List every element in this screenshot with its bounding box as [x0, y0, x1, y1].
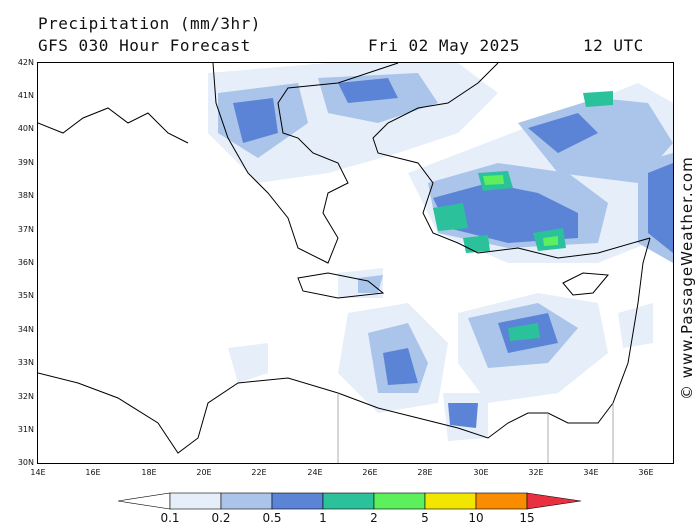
- lon-label: 14E: [30, 468, 46, 477]
- legend-swatch: [373, 492, 426, 510]
- forecast-date: Fri 02 May 2025: [368, 36, 520, 55]
- coastlines: [38, 63, 651, 454]
- legend-label: 0.5: [262, 511, 282, 525]
- lon-label: 34E: [583, 468, 599, 477]
- lon-label: 18E: [141, 468, 157, 477]
- site-credit: © www.PassageWeather.com: [678, 156, 696, 400]
- precipitation-map: [37, 62, 674, 464]
- legend-swatch: [220, 492, 273, 510]
- lat-label: 41N: [17, 91, 34, 100]
- lat-label: 38N: [17, 191, 34, 200]
- lon-label: 16E: [85, 468, 101, 477]
- legend-swatch: [271, 492, 324, 510]
- legend-swatch: [475, 492, 528, 510]
- lon-label: 32E: [528, 468, 544, 477]
- legend-arrow-high: [526, 492, 582, 510]
- forecast-subtitle: GFS 030 Hour Forecast: [38, 36, 251, 55]
- lon-label: 22E: [251, 468, 267, 477]
- legend-label: 15: [519, 511, 535, 525]
- lat-label: 30N: [17, 458, 34, 467]
- legend-label: 5: [421, 511, 429, 525]
- legend-swatch: [169, 492, 222, 510]
- lon-label: 36E: [638, 468, 654, 477]
- lon-label: 20E: [196, 468, 212, 477]
- legend-label: 0.2: [211, 511, 231, 525]
- legend-label: 2: [370, 511, 378, 525]
- lon-label: 28E: [417, 468, 433, 477]
- lat-label: 35N: [17, 291, 34, 300]
- lat-label: 31N: [17, 425, 34, 434]
- forecast-time: 12 UTC: [583, 36, 644, 55]
- legend-swatch: [424, 492, 477, 510]
- legend-label: 1: [319, 511, 327, 525]
- lat-label: 39N: [17, 158, 34, 167]
- lat-label: 37N: [17, 225, 34, 234]
- map-title: Precipitation (mm/3hr): [38, 14, 261, 33]
- lon-label: 26E: [362, 468, 378, 477]
- lat-label: 32N: [17, 392, 34, 401]
- legend-swatch: [322, 492, 375, 510]
- lat-label: 40N: [17, 124, 34, 133]
- lon-label: 30E: [473, 468, 489, 477]
- legend-label: 10: [468, 511, 484, 525]
- lat-label: 34N: [17, 325, 34, 334]
- legend-arrow-low: [118, 492, 171, 510]
- precip-very-intense: [483, 175, 558, 246]
- precip-legend-bar: [118, 492, 582, 510]
- lon-label: 24E: [307, 468, 323, 477]
- precip-intense: [433, 91, 613, 341]
- lat-label: 36N: [17, 258, 34, 267]
- legend-label: 0.1: [160, 511, 180, 525]
- lat-label: 42N: [17, 58, 34, 67]
- map-canvas: [38, 63, 673, 463]
- lat-label: 33N: [17, 358, 34, 367]
- borders: [337, 393, 614, 463]
